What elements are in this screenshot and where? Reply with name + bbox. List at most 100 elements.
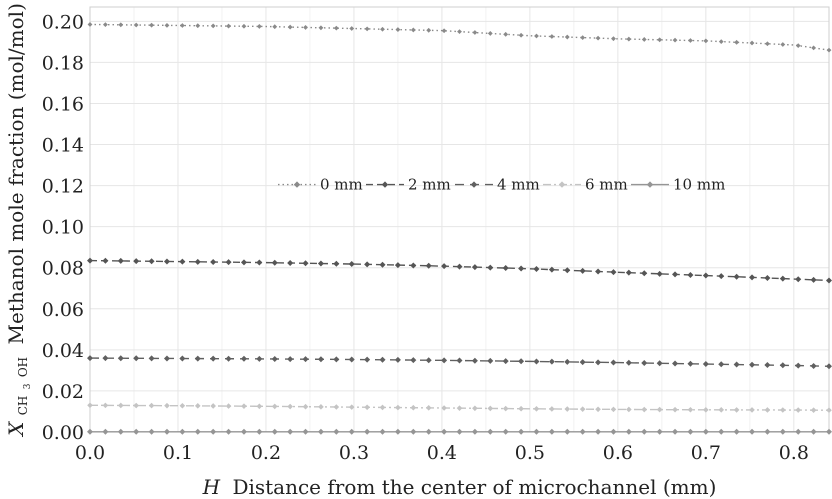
data-point <box>425 357 432 364</box>
y-tick-label: 0.02 <box>42 381 84 403</box>
data-point <box>549 34 555 39</box>
data-point <box>687 360 694 367</box>
data-point <box>364 428 371 435</box>
data-point <box>364 26 370 32</box>
data-point <box>317 260 324 267</box>
data-point <box>610 406 617 413</box>
data-point <box>87 257 93 264</box>
legend-marker <box>293 181 301 188</box>
data-point <box>656 406 663 413</box>
data-point <box>579 267 586 274</box>
data-point <box>333 25 339 31</box>
data-point <box>672 360 679 367</box>
data-point <box>703 38 709 44</box>
data-point <box>734 39 740 45</box>
data-point <box>287 356 294 363</box>
data-point <box>579 406 586 412</box>
data-point <box>256 259 263 266</box>
data-point <box>441 263 448 270</box>
data-point <box>765 41 770 47</box>
data-point <box>471 428 478 435</box>
data-point <box>779 362 786 369</box>
data-point <box>687 428 694 435</box>
data-point <box>256 428 263 435</box>
data-point <box>487 428 494 435</box>
data-point <box>302 428 309 435</box>
data-point <box>287 260 294 267</box>
data-point <box>395 27 401 32</box>
data-point <box>518 428 525 435</box>
data-point <box>564 358 571 365</box>
x-axis-label: Distance from the center of microchannel… <box>232 475 716 499</box>
data-point <box>410 357 417 364</box>
data-point <box>548 428 555 435</box>
data-point <box>394 262 401 269</box>
data-point <box>579 428 586 435</box>
data-point <box>456 263 463 270</box>
data-point <box>641 360 648 367</box>
data-point <box>133 428 140 435</box>
data-point <box>518 358 525 365</box>
data-point <box>564 428 571 435</box>
data-point <box>534 33 539 39</box>
data-point <box>271 355 278 362</box>
data-point <box>625 428 632 435</box>
data-point <box>87 428 93 435</box>
data-point <box>441 28 447 34</box>
data-point <box>672 37 678 43</box>
data-point <box>179 23 185 28</box>
data-point <box>364 261 371 268</box>
data-point <box>657 37 663 43</box>
data-point <box>826 277 832 284</box>
data-point <box>611 36 616 42</box>
data-point <box>564 34 570 40</box>
data-point <box>733 273 740 280</box>
data-point <box>271 428 278 435</box>
data-point <box>764 428 771 435</box>
data-point <box>487 405 494 412</box>
data-point <box>441 428 448 435</box>
data-point <box>795 276 802 283</box>
data-point <box>379 404 386 411</box>
data-point <box>426 27 432 33</box>
data-point <box>626 36 632 42</box>
legend-entry: 6 mm <box>543 176 628 194</box>
data-point <box>703 407 709 413</box>
data-point <box>641 406 648 413</box>
data-point <box>718 39 724 44</box>
x-axis-ticks: 0.0 0.1 0.2 0.3 0.4 0.5 0.6 0.7 0.8 <box>75 442 809 464</box>
data-point <box>256 355 263 362</box>
data-point <box>225 259 232 266</box>
data-point <box>810 407 817 413</box>
legend-label: 10 mm <box>673 176 725 194</box>
data-point <box>533 406 540 412</box>
data-point <box>580 35 586 40</box>
data-point <box>241 403 247 409</box>
data-point <box>318 404 324 410</box>
data-point <box>179 355 186 362</box>
data-point <box>779 428 786 435</box>
data-point <box>410 428 417 435</box>
data-point <box>779 275 786 282</box>
y-axis-subscript-digit: 3 <box>23 383 33 389</box>
data-point <box>118 22 124 28</box>
data-point <box>579 359 586 366</box>
x-axis-title: H Distance from the center of microchann… <box>202 475 717 499</box>
x-tick-label: 0.3 <box>339 442 369 464</box>
data-point <box>626 406 632 413</box>
y-tick-label: 0.20 <box>42 11 84 33</box>
data-point <box>595 359 602 366</box>
data-point <box>764 407 771 413</box>
data-point <box>548 358 555 365</box>
data-point <box>548 266 555 273</box>
data-point <box>641 428 648 435</box>
data-point <box>164 22 170 28</box>
data-point <box>379 428 386 435</box>
series-line <box>89 259 830 282</box>
data-point <box>179 428 186 435</box>
data-point <box>210 23 216 29</box>
data-point <box>348 261 355 268</box>
data-point <box>764 274 771 281</box>
data-point <box>502 428 509 435</box>
data-point <box>610 428 617 435</box>
